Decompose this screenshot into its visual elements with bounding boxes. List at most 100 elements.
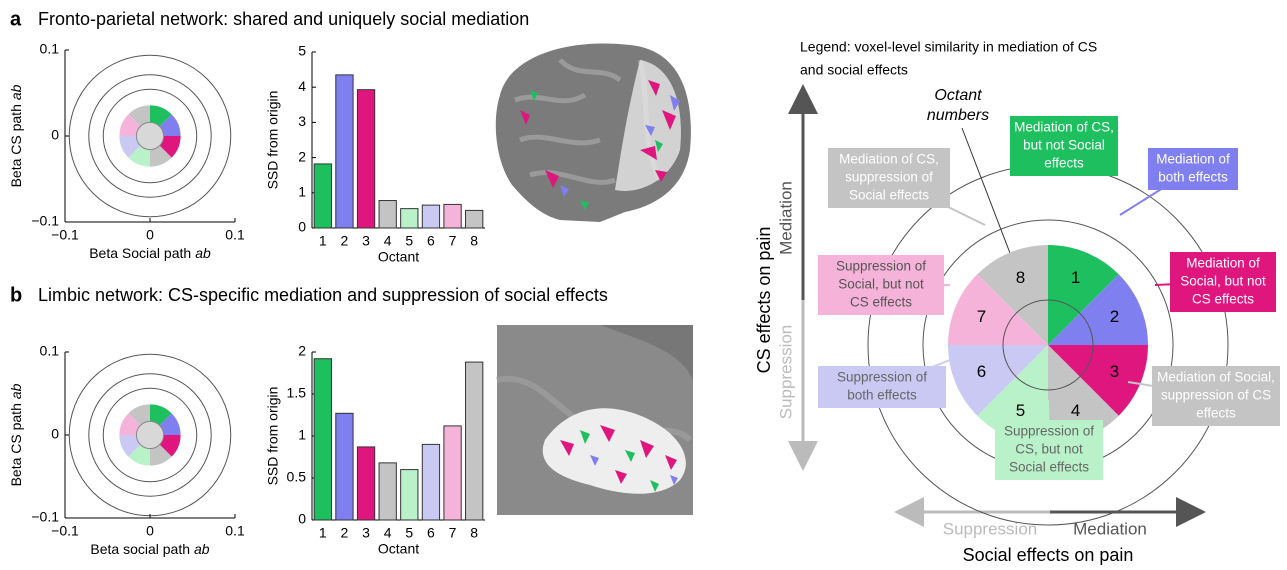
bar (336, 75, 353, 228)
bar (466, 210, 483, 228)
x-tick-label: 4 (384, 233, 392, 249)
x-tick-label: 5 (405, 233, 413, 249)
x-axis-label-text: Beta social path (90, 541, 190, 557)
bar (357, 90, 374, 228)
y-tick-label: 4 (298, 78, 306, 94)
y-tick-label: 0 (298, 511, 306, 527)
bar (401, 470, 418, 520)
x-tick-label: 7 (449, 233, 457, 249)
octant-number: 5 (1016, 401, 1025, 420)
x-tick-label: 6 (427, 233, 435, 249)
label-box-text: Suppression of (836, 259, 926, 274)
x-tick-label: 2 (341, 233, 349, 249)
y-tick-label: 2 (298, 343, 306, 359)
label-box-text: both effects (847, 388, 917, 403)
octant-number: 2 (1110, 307, 1119, 326)
y-negative: Suppression (776, 325, 795, 420)
y-tick-label: 0 (298, 219, 306, 235)
bar (314, 359, 331, 520)
label-box-text: Mediation of CS, (1014, 120, 1114, 135)
y-tick-label: 0.1 (40, 41, 60, 57)
x-tick-label: 0.1 (225, 227, 245, 243)
y-tick-label: 5 (298, 43, 306, 59)
y-tick-label: 0.1 (40, 343, 60, 359)
x-tick-label: −0.1 (51, 523, 79, 539)
x-axis-label-italic: ab (195, 245, 211, 261)
y-tick-label: −0.1 (31, 509, 59, 525)
bar (379, 463, 396, 520)
y-tick-label: 2 (298, 148, 306, 164)
bar (422, 444, 439, 520)
y-axis-label-text: Beta CS path (8, 104, 24, 187)
y-axis-label: CS effects on pain (754, 227, 774, 374)
bar (314, 164, 331, 228)
label-box-text: Mediation of Social, (1157, 370, 1275, 385)
x-tick-label: 6 (427, 525, 435, 541)
x-negative: Suppression (943, 519, 1038, 538)
label-box-text: Social, but not (1180, 274, 1266, 289)
x-tick-label: 0 (146, 227, 154, 243)
x-axis-label-text: Beta Social path (89, 245, 191, 261)
bar (379, 201, 396, 228)
bar (444, 426, 461, 520)
bar (444, 204, 461, 228)
octant-number: 8 (1016, 268, 1025, 287)
y-tick-label: 0 (51, 127, 59, 143)
x-axis-label: Octant (378, 249, 419, 265)
bar (336, 413, 353, 520)
x-tick-label: 0 (146, 523, 154, 539)
y-tick-label: −0.1 (31, 213, 59, 229)
label-box-text: Suppression of (1004, 424, 1094, 439)
bar (422, 205, 439, 228)
brain-image (496, 43, 691, 222)
label-box-text: Social effects (1009, 460, 1089, 475)
bar (357, 447, 374, 520)
octant-note: numbers (927, 107, 989, 124)
y-tick-label: 1.5 (287, 385, 307, 401)
y-axis-label: SSD from origin (265, 387, 281, 486)
octant-note: Octant (934, 87, 982, 104)
label-box-text: but not Social (1023, 138, 1105, 153)
x-tick-label: 8 (470, 233, 478, 249)
x-tick-label: 5 (405, 525, 413, 541)
ring (136, 421, 163, 448)
octant-number: 3 (1110, 362, 1119, 381)
panel-letter: b (10, 284, 22, 306)
y-axis-label: Beta CS path ab (8, 84, 24, 187)
label-box-text: Social, but not (838, 277, 924, 292)
y-axis-label: Beta CS pathab (8, 383, 24, 486)
label-box-text: Mediation of CS, (839, 152, 939, 167)
y-axis-label-italic: ab (8, 84, 24, 100)
x-tick-label: 8 (470, 525, 478, 541)
x-tick-label: 3 (362, 233, 370, 249)
octant-number: 7 (977, 307, 986, 326)
y-axis-label-text: Beta CS path (8, 403, 24, 486)
y-axis-label: SSD from origin (265, 91, 281, 190)
label-box-text: CS effects (850, 295, 912, 310)
x-axis-label: Octant (378, 541, 419, 557)
panel-title: Fronto-parietal network: shared and uniq… (38, 9, 529, 29)
x-axis-label-italic: ab (194, 541, 210, 557)
label-box-text: CS effects (1192, 292, 1254, 307)
x-tick-label: 3 (362, 525, 370, 541)
y-tick-label: 1 (298, 184, 306, 200)
x-axis-label: Social effects on pain (963, 545, 1134, 565)
bar (401, 209, 418, 228)
label-box-text: Social effects (849, 188, 929, 203)
y-positive: Mediation (776, 181, 795, 255)
x-tick-label: 1 (319, 525, 327, 541)
label-box-text: both effects (1158, 170, 1228, 185)
y-tick-label: 1 (298, 427, 306, 443)
label-box-text: Mediation of (1186, 256, 1260, 271)
octant-number: 1 (1071, 268, 1080, 287)
x-positive: Mediation (1073, 519, 1147, 538)
bar (466, 362, 483, 520)
figure: a Fronto-parietal network: shared and un… (0, 0, 1287, 570)
y-tick-label: 0 (51, 426, 59, 442)
panel-title: Limbic network: CS-specific mediation an… (38, 285, 608, 305)
brain-image (497, 325, 693, 515)
label-box-text: effects (1044, 156, 1084, 171)
label-box-text: CS, but not (1015, 442, 1083, 457)
